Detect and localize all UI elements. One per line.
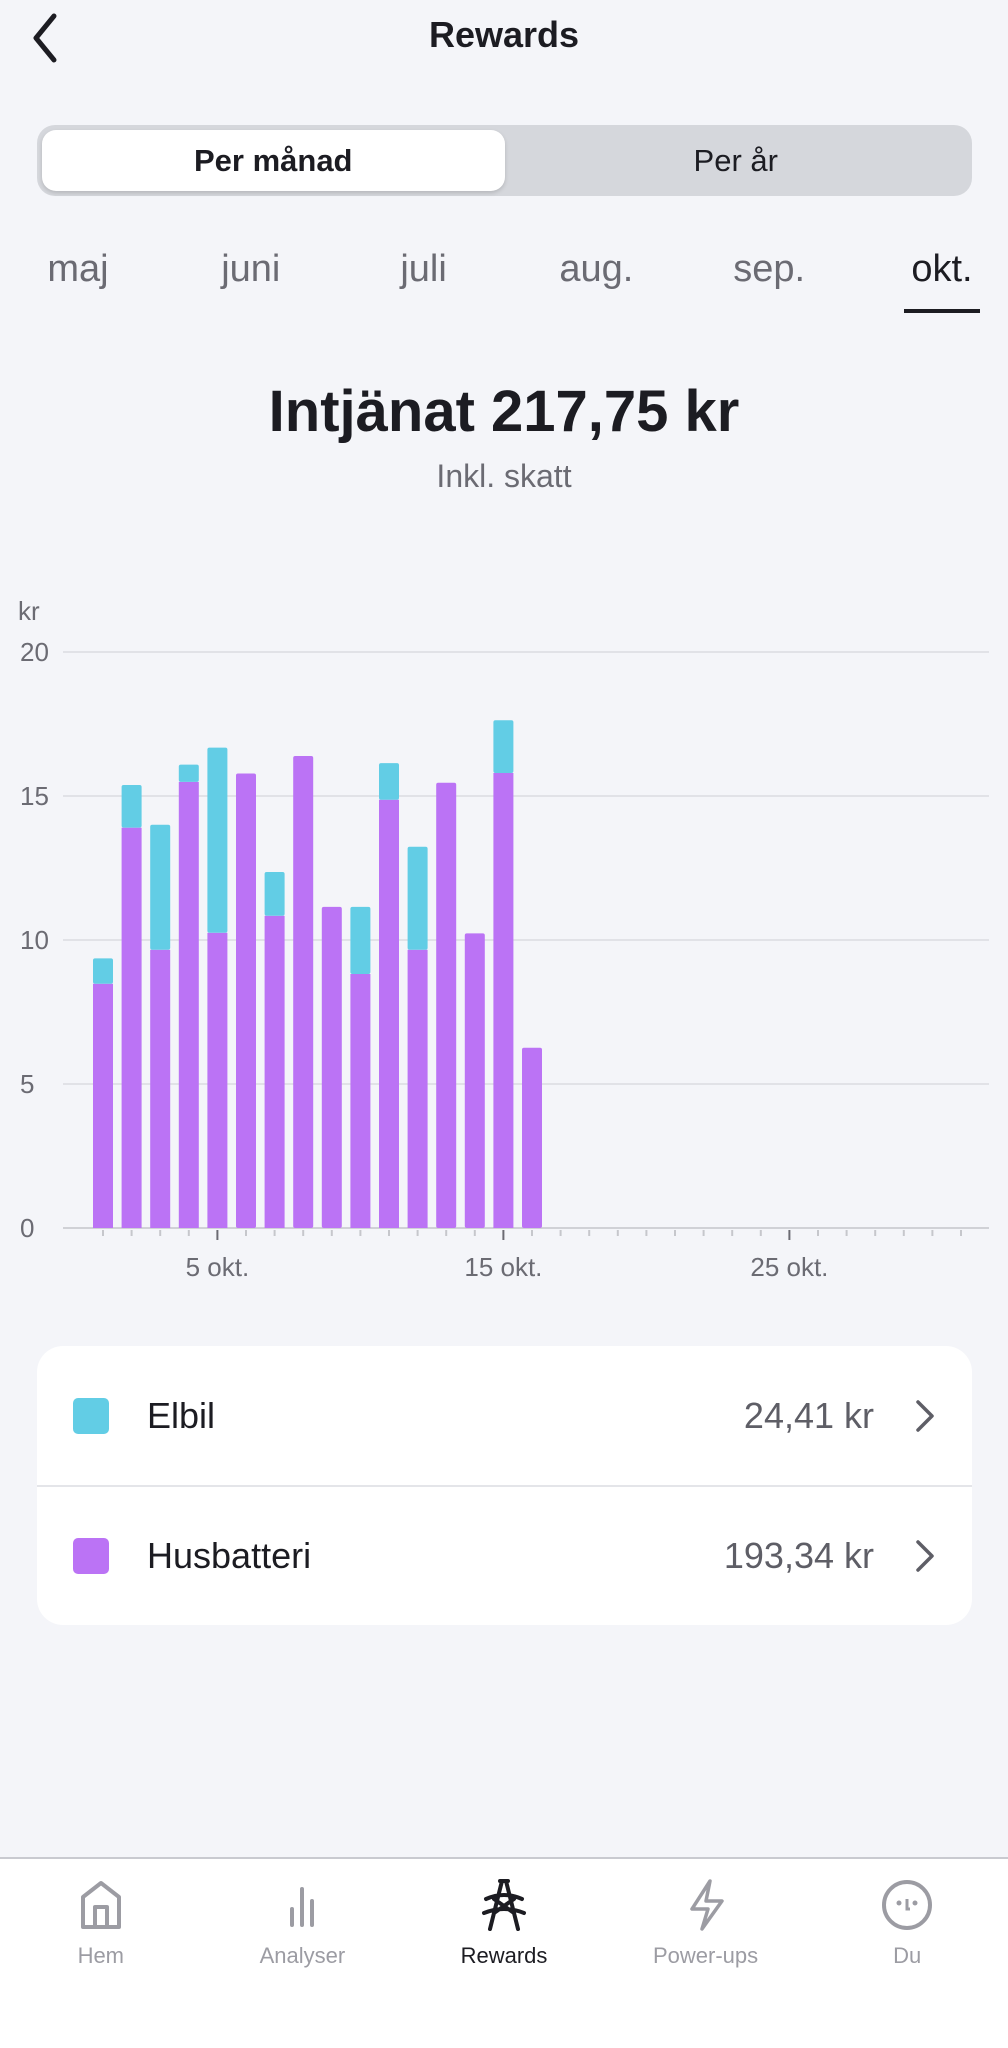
bar-elbil <box>207 747 228 933</box>
elbil-color-swatch <box>73 1397 109 1434</box>
bar-elbil <box>178 764 199 782</box>
bar-husbatteri <box>93 983 113 1228</box>
legend-row-husbatteri[interactable]: Husbatteri 193,34 kr <box>37 1485 972 1624</box>
bottom-navigation: Hem Analyser Rewards Power-ups Du <box>0 1857 1008 2048</box>
bar-husbatteri <box>178 781 199 1228</box>
breakdown-card: Elbil 24,41 kr Husbatteri 193,34 kr <box>37 1346 972 1625</box>
y-tick-label: 20 <box>20 637 49 667</box>
y-tick-label: 0 <box>20 1213 34 1243</box>
nav-du[interactable]: Du <box>806 1859 1008 2048</box>
bar-husbatteri <box>407 949 428 1228</box>
lightning-icon <box>689 1879 724 1931</box>
bar-elbil <box>121 785 142 828</box>
nav-hem-label: Hem <box>77 1943 125 1968</box>
y-tick-label: 5 <box>20 1069 34 1099</box>
bar-elbil <box>350 906 371 974</box>
nav-hem[interactable]: Hem <box>0 1859 202 2048</box>
back-button[interactable] <box>26 12 66 64</box>
home-icon <box>80 1881 121 1929</box>
bar-chart-icon <box>290 1887 315 1927</box>
nav-du-label: Du <box>893 1943 922 1968</box>
y-axis-unit: kr <box>18 596 40 626</box>
bar-husbatteri <box>321 906 342 1228</box>
bar-husbatteri <box>150 949 171 1228</box>
bar-elbil <box>150 824 171 950</box>
nav-rewards-label: Rewards <box>460 1943 548 1968</box>
segment-per-month[interactable]: Per månad <box>42 130 505 191</box>
bar-husbatteri <box>493 772 514 1228</box>
elbil-label: Elbil <box>147 1394 216 1436</box>
bar-husbatteri <box>207 932 228 1228</box>
nav-power-ups[interactable]: Power-ups <box>605 1859 807 2048</box>
bar-husbatteri <box>379 799 399 1228</box>
tab-juli[interactable]: juli <box>400 248 447 290</box>
bar-elbil <box>407 846 428 950</box>
month-tabs: maj juni juli aug. sep. okt. <box>40 248 980 313</box>
x-tick-label: 5 okt. <box>186 1252 250 1282</box>
rewards-bar-chart: kr 0 5 10 15 20 5 okt. 15 okt. 25 okt. <box>18 596 989 1282</box>
husbatteri-color-swatch <box>73 1537 109 1574</box>
tab-okt[interactable]: okt. <box>903 248 980 313</box>
x-tick-label: 15 okt. <box>464 1252 542 1282</box>
bar-elbil <box>93 958 113 984</box>
power-tower-icon <box>481 1879 526 1931</box>
page-title: Rewards <box>428 14 580 55</box>
segment-per-year[interactable]: Per år <box>693 142 778 178</box>
tab-aug[interactable]: aug. <box>559 248 634 290</box>
bar-husbatteri <box>121 827 142 1228</box>
chevron-right-icon <box>916 1399 934 1432</box>
chevron-right-icon <box>916 1539 934 1572</box>
bar-husbatteri <box>464 933 485 1228</box>
tab-sep[interactable]: sep. <box>733 248 806 290</box>
tab-maj[interactable]: maj <box>47 248 109 290</box>
period-segmented-control: Per månad Per år <box>37 125 972 196</box>
chevron-left-icon <box>33 13 57 63</box>
tax-note: Inkl. skatt <box>436 458 572 494</box>
bar-husbatteri <box>293 755 314 1228</box>
tab-juni[interactable]: juni <box>221 248 281 290</box>
bar-elbil <box>379 763 399 800</box>
husbatteri-value: 193,34 kr <box>723 1534 874 1576</box>
bar-elbil <box>493 720 514 773</box>
husbatteri-label: Husbatteri <box>147 1534 312 1576</box>
nav-power-ups-label: Power-ups <box>653 1943 759 1968</box>
earned-total: Intjänat 217,75 kr <box>268 379 740 444</box>
bar-elbil <box>264 872 285 916</box>
y-tick-label: 15 <box>20 781 49 811</box>
bar-husbatteri <box>522 1047 542 1228</box>
bar-husbatteri <box>350 973 371 1228</box>
nav-rewards[interactable]: Rewards <box>403 1859 605 2048</box>
x-tick-label: 25 okt. <box>750 1252 828 1282</box>
nav-analyser[interactable]: Analyser <box>202 1859 404 2048</box>
bar-husbatteri <box>236 773 256 1228</box>
y-tick-label: 10 <box>20 925 49 955</box>
face-icon <box>882 1880 933 1930</box>
elbil-value: 24,41 kr <box>743 1394 874 1436</box>
bar-husbatteri <box>436 782 457 1228</box>
nav-analyser-label: Analyser <box>259 1943 346 1968</box>
bar-husbatteri <box>264 915 285 1228</box>
legend-row-elbil[interactable]: Elbil 24,41 kr <box>37 1346 972 1485</box>
